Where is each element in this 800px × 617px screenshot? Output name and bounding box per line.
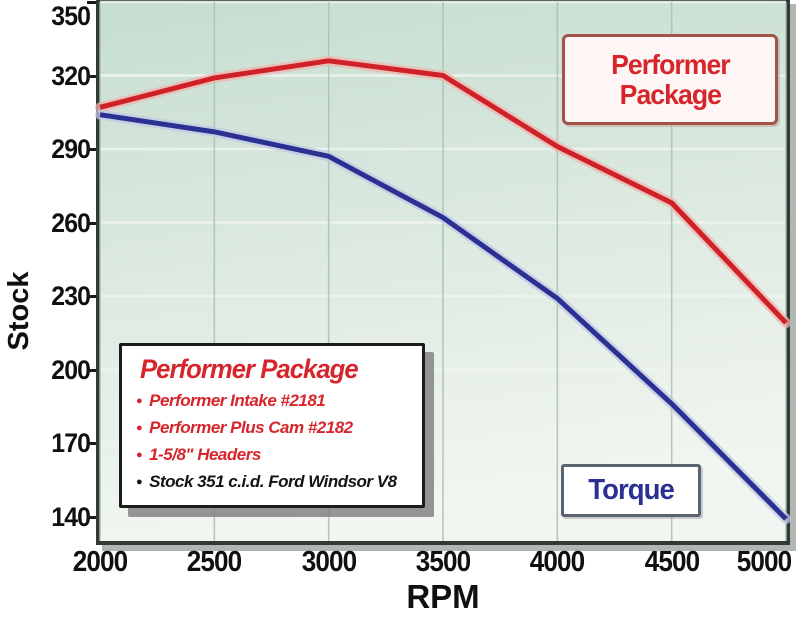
y-tick-mark [87, 221, 96, 225]
y-tick-mark [87, 442, 96, 445]
y-tick-mark [87, 1, 96, 4]
x-tick-label: 3500 [415, 546, 471, 578]
y-tick-mark [87, 148, 96, 151]
torque-callout: Torque [561, 464, 701, 517]
y-tick-label: 350 [51, 1, 91, 31]
performer-callout-line1: Performer [610, 48, 731, 80]
y-tick-label: 260 [51, 207, 91, 238]
series-line-1 [99, 112, 788, 521]
bullet-icon: ● [136, 422, 143, 434]
bullet-icon: ● [136, 476, 143, 488]
legend-item: ● 1-5/8" Headers [136, 445, 412, 465]
legend-title: Performer Package [140, 354, 359, 384]
legend-item-text: 1-5/8" Headers [149, 445, 261, 464]
y-tick-label: 200 [51, 354, 91, 385]
x-tick-label: 4000 [530, 546, 585, 578]
x-tick-label: 2000 [72, 546, 128, 578]
y-tick-label: 320 [51, 60, 91, 91]
y-tick-label: 140 [51, 501, 91, 532]
legend-item-text: Performer Intake #2181 [149, 391, 326, 410]
x-tick-label: 3000 [301, 546, 356, 578]
legend-items: ● Performer Intake #2181 ● Performer Plus C… [136, 391, 412, 492]
y-tick-mark [87, 368, 96, 372]
performer-package-callout: Performer Package [562, 34, 778, 125]
y-tick-label: 290 [51, 134, 91, 164]
performer-callout-line2: Package [619, 78, 721, 110]
series-line-0 [99, 58, 788, 325]
torque-callout-label: Torque [588, 474, 675, 506]
legend-item: ● Performer Plus Cam #2182 [136, 418, 412, 438]
x-tick-label: 4500 [644, 546, 699, 578]
legend-item: ● Performer Intake #2181 [136, 391, 412, 411]
x-axis-title: RPM [406, 578, 480, 615]
legend-box: Performer Package ● Performer Intake #218… [119, 343, 425, 508]
y-tick-mark [87, 515, 96, 519]
legend-item-text: Stock 351 c.i.d. Ford Windsor V8 [149, 472, 397, 491]
y-tick-mark [87, 74, 96, 78]
y-tick-label: 170 [51, 428, 91, 458]
bullet-icon: ● [136, 449, 143, 461]
y-tick-label: 230 [51, 281, 91, 311]
x-tick-label: 5000 [736, 546, 792, 578]
x-tick-label: 2500 [187, 546, 242, 578]
y-tick-mark [87, 295, 96, 298]
legend-item: ● Stock 351 c.i.d. Ford Windsor V8 [136, 472, 412, 492]
bullet-icon: ● [136, 395, 143, 407]
legend-item-text: Performer Plus Cam #2182 [149, 418, 353, 437]
